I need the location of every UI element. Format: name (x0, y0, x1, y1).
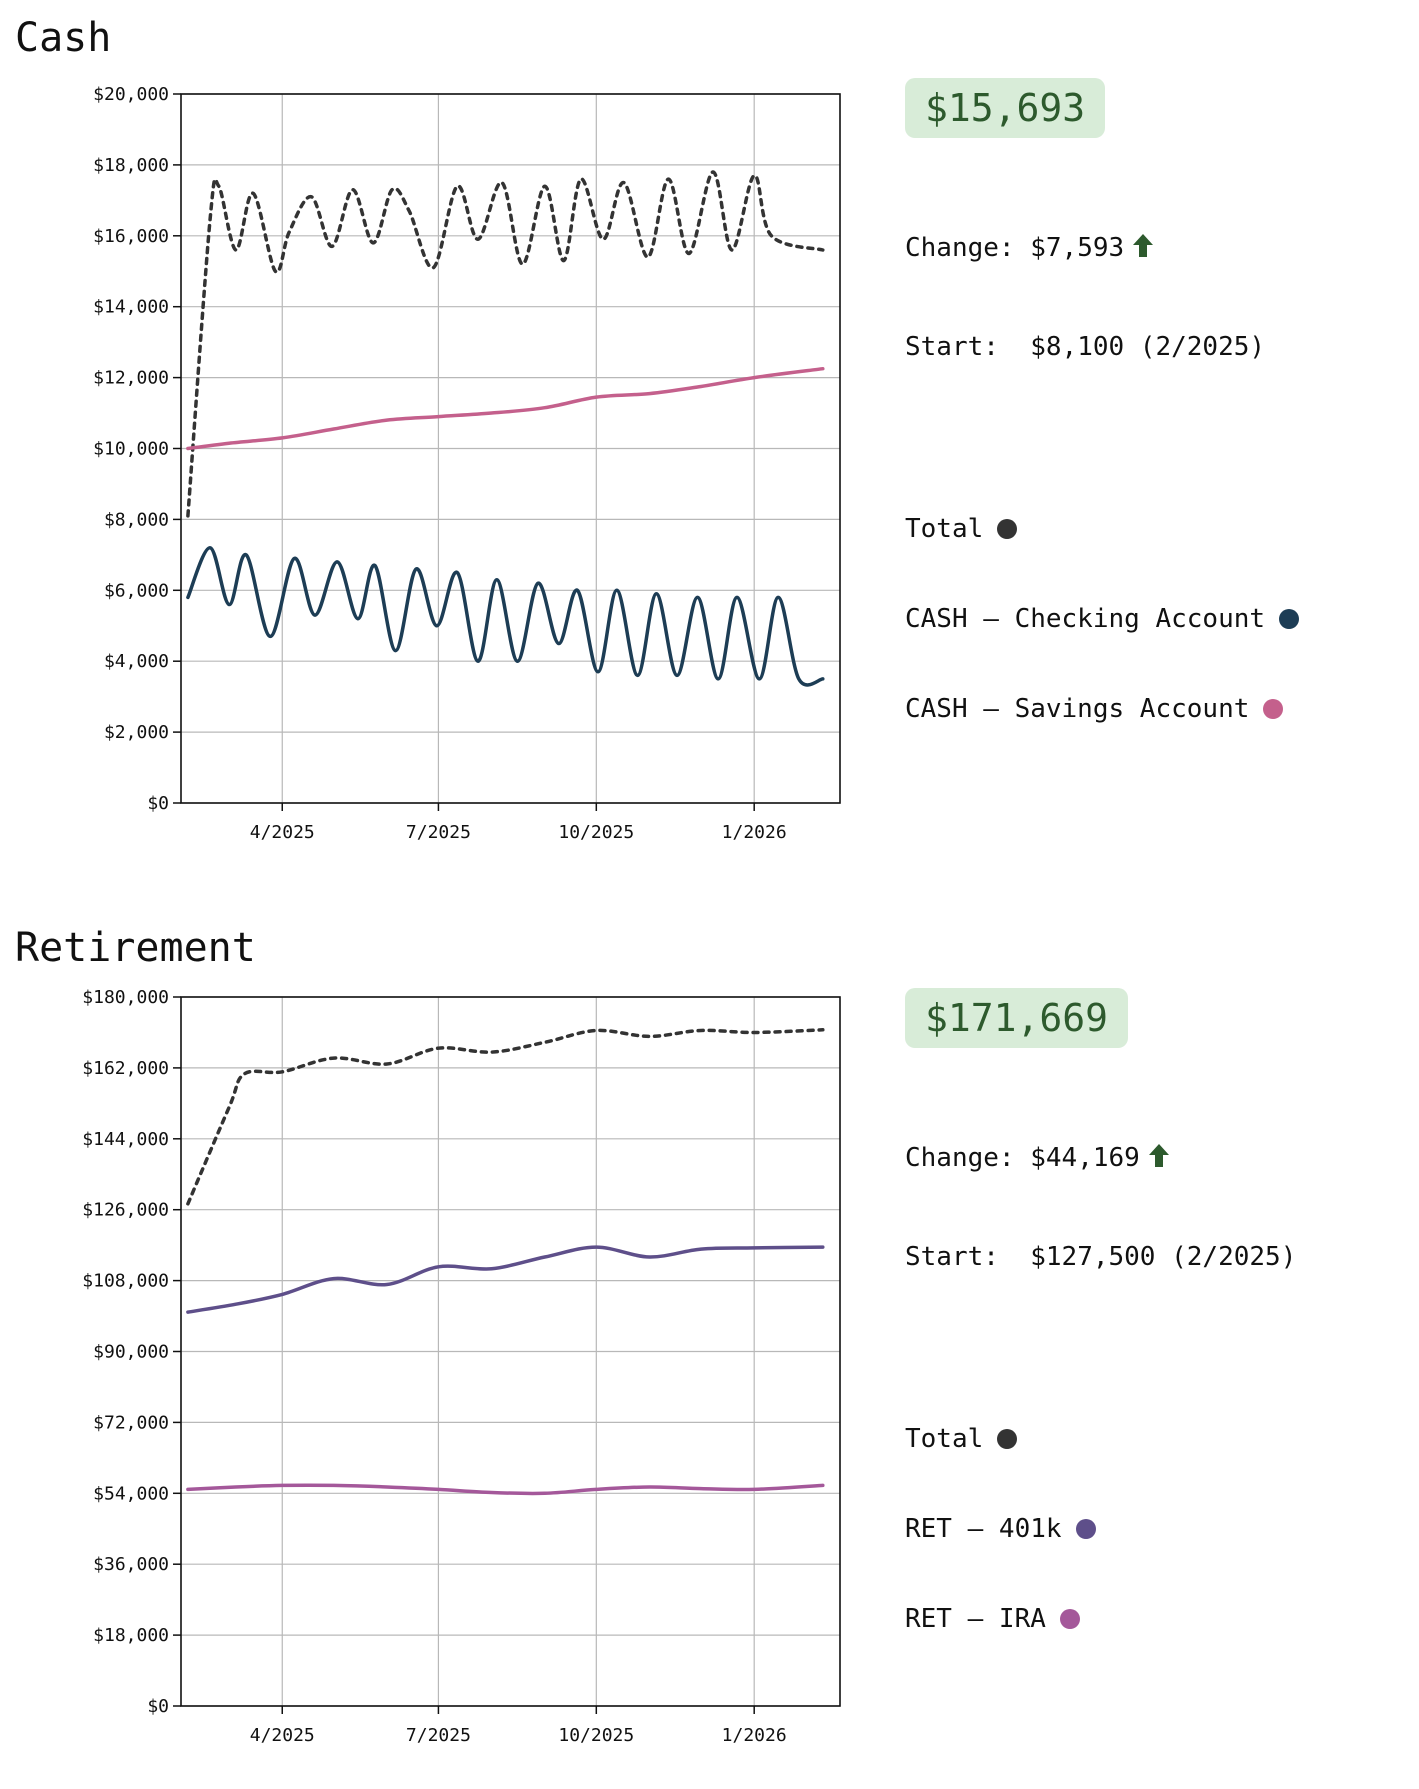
series-line (186, 1483, 825, 1496)
section-title: Cash (15, 15, 112, 61)
y-tick-label: $180,000 (82, 987, 169, 1008)
plot-frame (180, 93, 841, 804)
x-tick-label: 4/2025 (250, 822, 315, 843)
cash-chart: $0 $2,000 $4,000 $6,000 $8,000 $10,000 $12,000… (93, 84, 841, 843)
y-tick-label: $8,000 (104, 509, 169, 530)
series-line (186, 1028, 825, 1206)
y-tick-label: $108,000 (82, 1271, 169, 1292)
y-tick-label: $144,000 (82, 1129, 169, 1150)
start-value: $127,500 (2/2025) (1030, 1242, 1297, 1272)
start-row: Start: $127,500 (2/2025) (905, 1241, 1296, 1274)
y-tick-label: $12,000 (93, 368, 169, 389)
stats: Change: $7,593 Start: $8,100 (2/2025) (905, 166, 1299, 430)
legend-dot-icon (1075, 1519, 1096, 1539)
total-badge: $171,669 (905, 988, 1129, 1048)
total-badge: $15,693 (905, 78, 1106, 138)
y-tick-label: $0 (147, 1696, 169, 1717)
stats: Change: $44,169 Start: $127,500 (2/2025) (905, 1076, 1296, 1340)
x-tick-label: 1/2026 (722, 822, 787, 843)
x-tick-label: 7/2025 (406, 1725, 471, 1746)
x-tick-label: 4/2025 (250, 1725, 315, 1746)
change-value: $7,593 (1030, 233, 1125, 263)
legend-dot-icon (1263, 699, 1284, 719)
legend-dot-icon (1059, 1609, 1080, 1629)
legend-item-total: Total (905, 1424, 1296, 1454)
y-tick-label: $2,000 (104, 722, 169, 743)
start-value: $8,100 (2/2025) (1030, 332, 1266, 362)
legend: Total CASH – Checking Account CASH – Sav… (905, 454, 1300, 784)
legend-label: Total (905, 1424, 984, 1454)
x-tick-label: 10/2025 (558, 1725, 634, 1746)
series-line (186, 170, 825, 518)
cash-summary: $15,693 Change: $7,593 Start: $8,100 (2/… (905, 78, 1300, 784)
legend-label: CASH – Checking Account (905, 604, 1266, 634)
y-tick-label: $6,000 (104, 580, 169, 601)
x-tick-label: 1/2026 (722, 1725, 787, 1746)
change-value: $44,169 (1030, 1143, 1140, 1173)
up-arrow-icon (1148, 1144, 1169, 1167)
legend-dot-icon (997, 1429, 1018, 1449)
start-row: Start: $8,100 (2/2025) (905, 331, 1299, 364)
change-label: Change: (905, 233, 1015, 263)
y-tick-label: $90,000 (93, 1342, 169, 1363)
legend-item-checking: CASH – Checking Account (905, 604, 1300, 634)
legend-label: CASH – Savings Account (905, 694, 1250, 724)
legend-item-ira: RET – IRA (905, 1604, 1296, 1634)
legend-item-total: Total (905, 514, 1299, 544)
y-tick-label: $20,000 (93, 84, 169, 105)
y-tick-label: $126,000 (82, 1200, 169, 1221)
legend-label: RET – IRA (905, 1604, 1046, 1634)
change-row: Change: $44,169 (905, 1142, 1296, 1175)
up-arrow-icon (1133, 234, 1154, 257)
y-tick-label: $18,000 (93, 155, 169, 176)
retirement-summary: $171,669 Change: $44,169 Start: $127,500… (905, 988, 1296, 1694)
y-tick-label: $18,000 (93, 1625, 169, 1646)
y-tick-label: $162,000 (82, 1058, 169, 1079)
y-tick-label: $36,000 (93, 1554, 169, 1575)
legend: Total RET – 401k RET – IRA (905, 1364, 1296, 1694)
legend-item-401k: RET – 401k (905, 1514, 1296, 1544)
section-title: Retirement (15, 925, 256, 971)
x-tick-label: 7/2025 (406, 822, 471, 843)
series-line (186, 366, 825, 451)
change-row: Change: $7,593 (905, 232, 1299, 265)
series-line (186, 546, 825, 687)
y-tick-label: $0 (147, 793, 169, 814)
y-tick-label: $54,000 (93, 1483, 169, 1504)
y-tick-label: $14,000 (93, 297, 169, 318)
legend-label: RET – 401k (905, 1514, 1062, 1544)
legend-dot-icon (997, 519, 1018, 539)
start-label: Start: (905, 332, 999, 362)
retirement-chart: $0 $18,000 $36,000 $54,000 $72,000 $90,000 $10… (82, 987, 841, 1746)
x-tick-label: 10/2025 (558, 822, 634, 843)
change-label: Change: (905, 1143, 1015, 1173)
series-line (186, 1245, 825, 1314)
plot-frame (180, 996, 841, 1707)
legend-item-savings: CASH – Savings Account (905, 694, 1299, 724)
legend-dot-icon (1279, 609, 1300, 629)
y-tick-label: $10,000 (93, 439, 169, 460)
legend-label: Total (905, 514, 984, 544)
y-tick-label: $72,000 (93, 1412, 169, 1433)
start-label: Start: (905, 1242, 999, 1272)
y-tick-label: $4,000 (104, 651, 169, 672)
y-tick-label: $16,000 (93, 226, 169, 247)
